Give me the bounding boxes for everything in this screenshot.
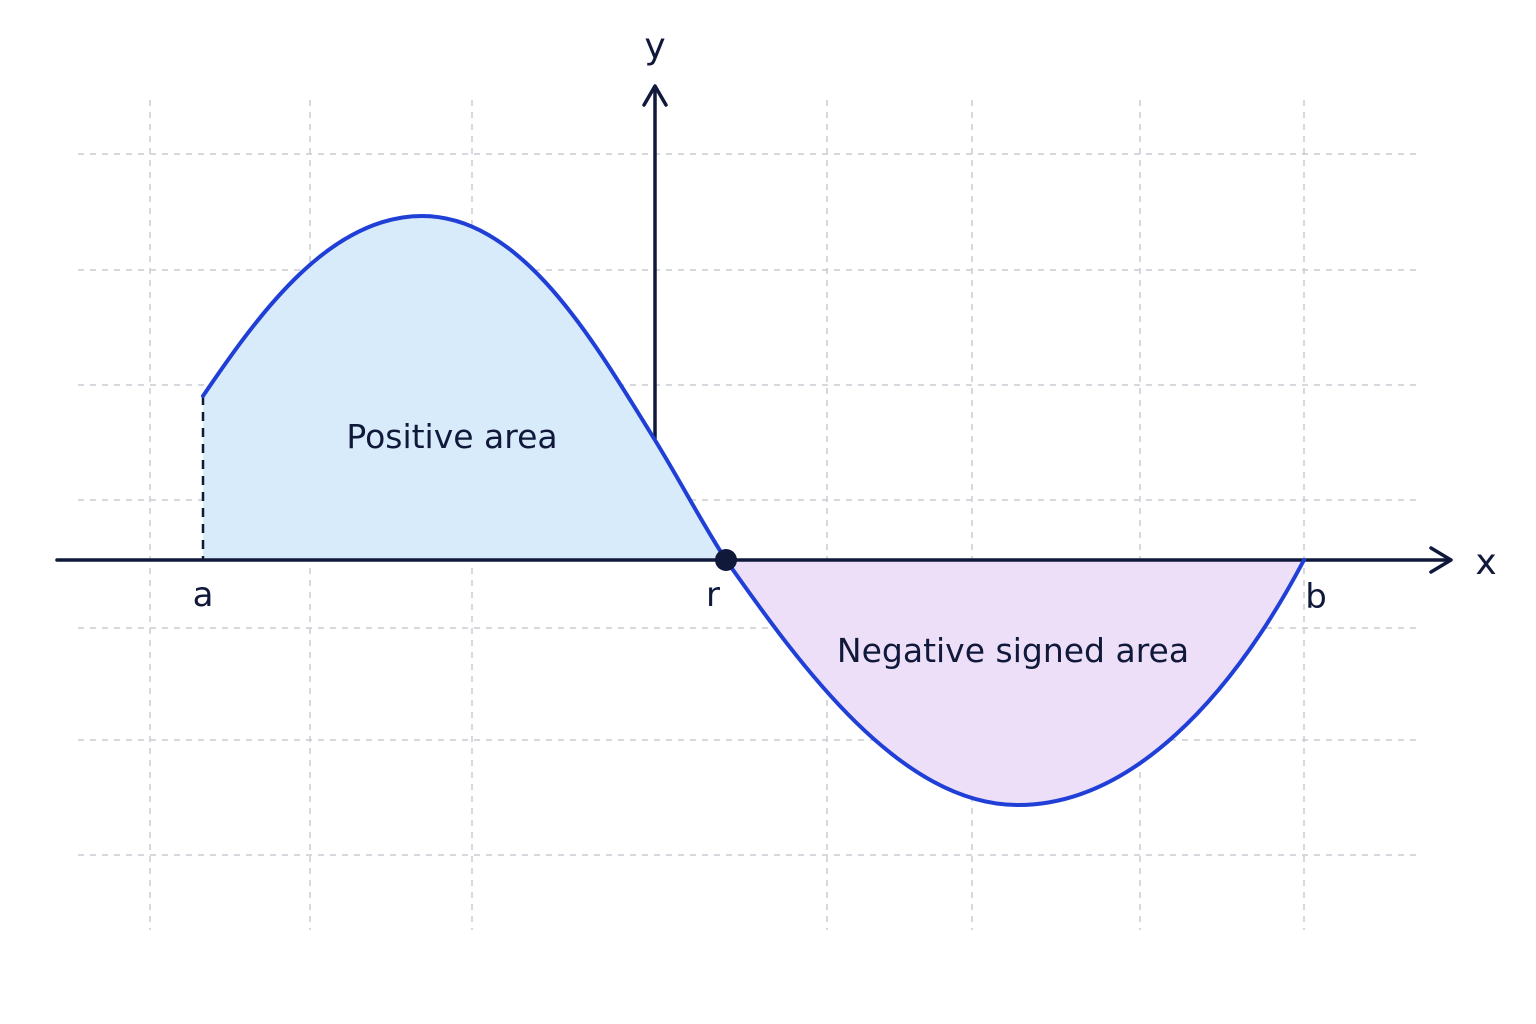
- x-axis-arrow-icon: [1429, 546, 1453, 574]
- positive-area-region: [203, 216, 726, 560]
- x-axis-label: x: [1475, 542, 1496, 583]
- root-point: [715, 549, 737, 571]
- negative-area-label: Negative signed area: [837, 631, 1189, 670]
- negative-area-region: [726, 560, 1304, 805]
- point-label-a: a: [193, 575, 214, 615]
- point-label-b: b: [1305, 577, 1327, 617]
- y-axis-label: y: [644, 26, 665, 67]
- y-axis-arrow-icon: [642, 84, 668, 107]
- point-label-r: r: [706, 575, 720, 615]
- positive-area-label: Positive area: [346, 417, 557, 456]
- function-curve: [201, 213, 1306, 808]
